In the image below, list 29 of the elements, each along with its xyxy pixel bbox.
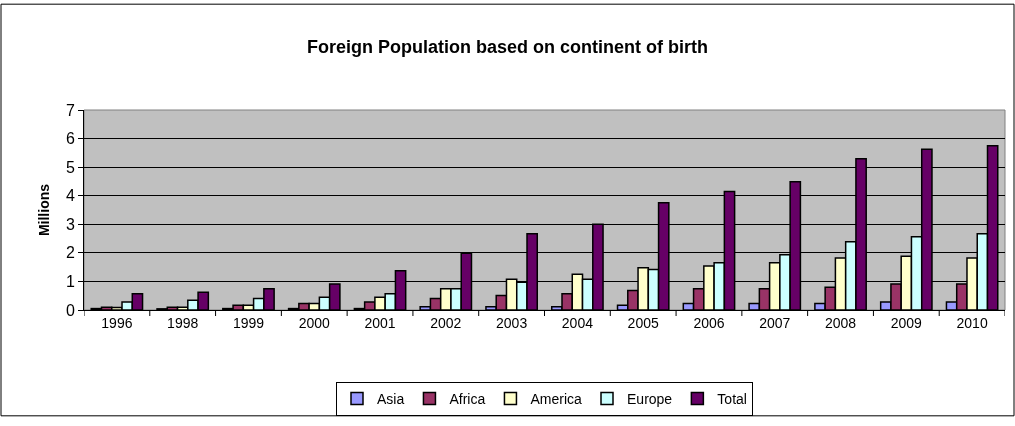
x-tick-label: 2002 [430,314,462,331]
x-tick-label: 2004 [561,314,594,331]
y-tick-label: 6 [65,130,75,148]
x-tick-label: 2000 [298,314,331,331]
y-tick-label: 3 [65,215,75,233]
legend-label: Europe [627,391,673,408]
y-tick-label: 7 [65,101,75,119]
x-tick-label: 2010 [956,314,988,331]
x-tick-label: 1999 [232,314,265,331]
x-tick-label: 2001 [364,314,396,331]
legend-label: Africa [449,391,486,408]
chart-title: Foreign Population based on continent of birth [307,37,708,58]
x-tick-label: 2009 [890,314,923,331]
y-tick-label: 2 [65,244,75,262]
y-tick-label: 0 [65,301,75,319]
y-tick-label: 5 [65,158,75,176]
x-tick-label: 1998 [167,314,199,331]
legend-label: America [530,391,583,408]
x-tick-label: 2003 [496,314,528,331]
x-tick-label: 2006 [693,314,725,331]
x-tick-label: 1996 [101,314,133,331]
y-axis-title: Millions [36,183,53,237]
y-tick-label: 1 [65,273,75,291]
x-tick-label: 2005 [627,314,659,331]
x-tick-label: 2008 [824,314,857,331]
legend-label: Total [717,391,747,408]
x-tick-label: 2007 [759,314,791,331]
y-tick-label: 4 [65,187,75,205]
legend-label: Asia [377,391,405,408]
